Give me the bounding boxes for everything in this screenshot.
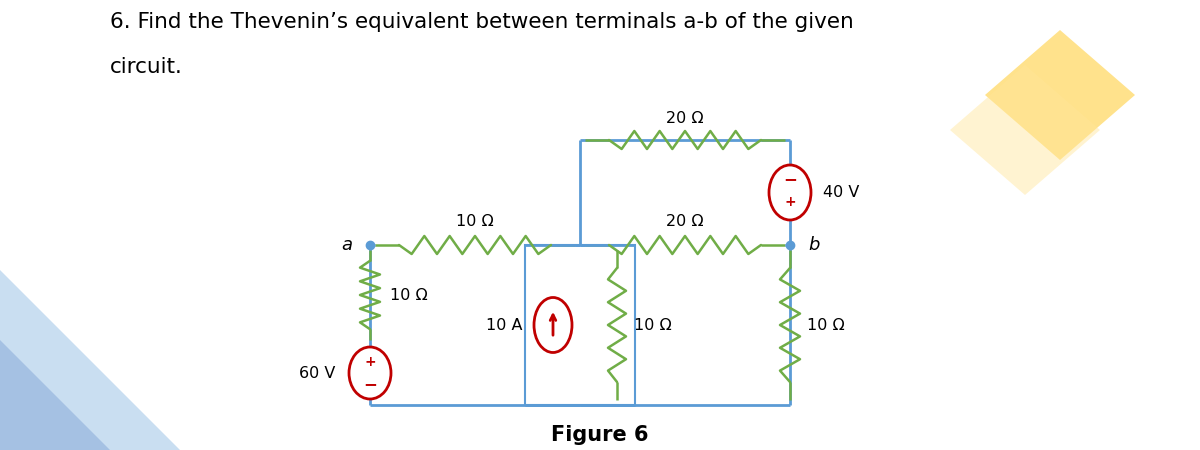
Text: −: − bbox=[784, 171, 797, 189]
Text: 20 Ω: 20 Ω bbox=[666, 111, 704, 126]
Text: 10 Ω: 10 Ω bbox=[634, 318, 672, 333]
Text: +: + bbox=[364, 355, 376, 369]
Text: 40 V: 40 V bbox=[823, 185, 859, 200]
Polygon shape bbox=[950, 65, 1100, 195]
Text: a: a bbox=[341, 236, 352, 254]
Text: 10 Ω: 10 Ω bbox=[390, 288, 427, 302]
Text: −: − bbox=[364, 375, 377, 393]
Text: Figure 6: Figure 6 bbox=[551, 425, 649, 445]
Text: circuit.: circuit. bbox=[110, 57, 182, 77]
Text: 10 Ω: 10 Ω bbox=[808, 318, 845, 333]
Text: 10 Ω: 10 Ω bbox=[456, 214, 494, 229]
Ellipse shape bbox=[349, 347, 391, 399]
Polygon shape bbox=[0, 270, 180, 450]
Polygon shape bbox=[0, 340, 110, 450]
Text: +: + bbox=[784, 195, 796, 210]
Text: 60 V: 60 V bbox=[299, 365, 335, 381]
Ellipse shape bbox=[534, 297, 572, 352]
Bar bbox=[526, 245, 635, 405]
Text: 20 Ω: 20 Ω bbox=[666, 214, 704, 229]
Ellipse shape bbox=[769, 165, 811, 220]
Polygon shape bbox=[985, 30, 1135, 160]
Text: 10 A: 10 A bbox=[486, 318, 523, 333]
Text: b: b bbox=[808, 236, 820, 254]
Text: 6. Find the Thevenin’s equivalent between terminals a-b of the given: 6. Find the Thevenin’s equivalent betwee… bbox=[110, 12, 853, 32]
